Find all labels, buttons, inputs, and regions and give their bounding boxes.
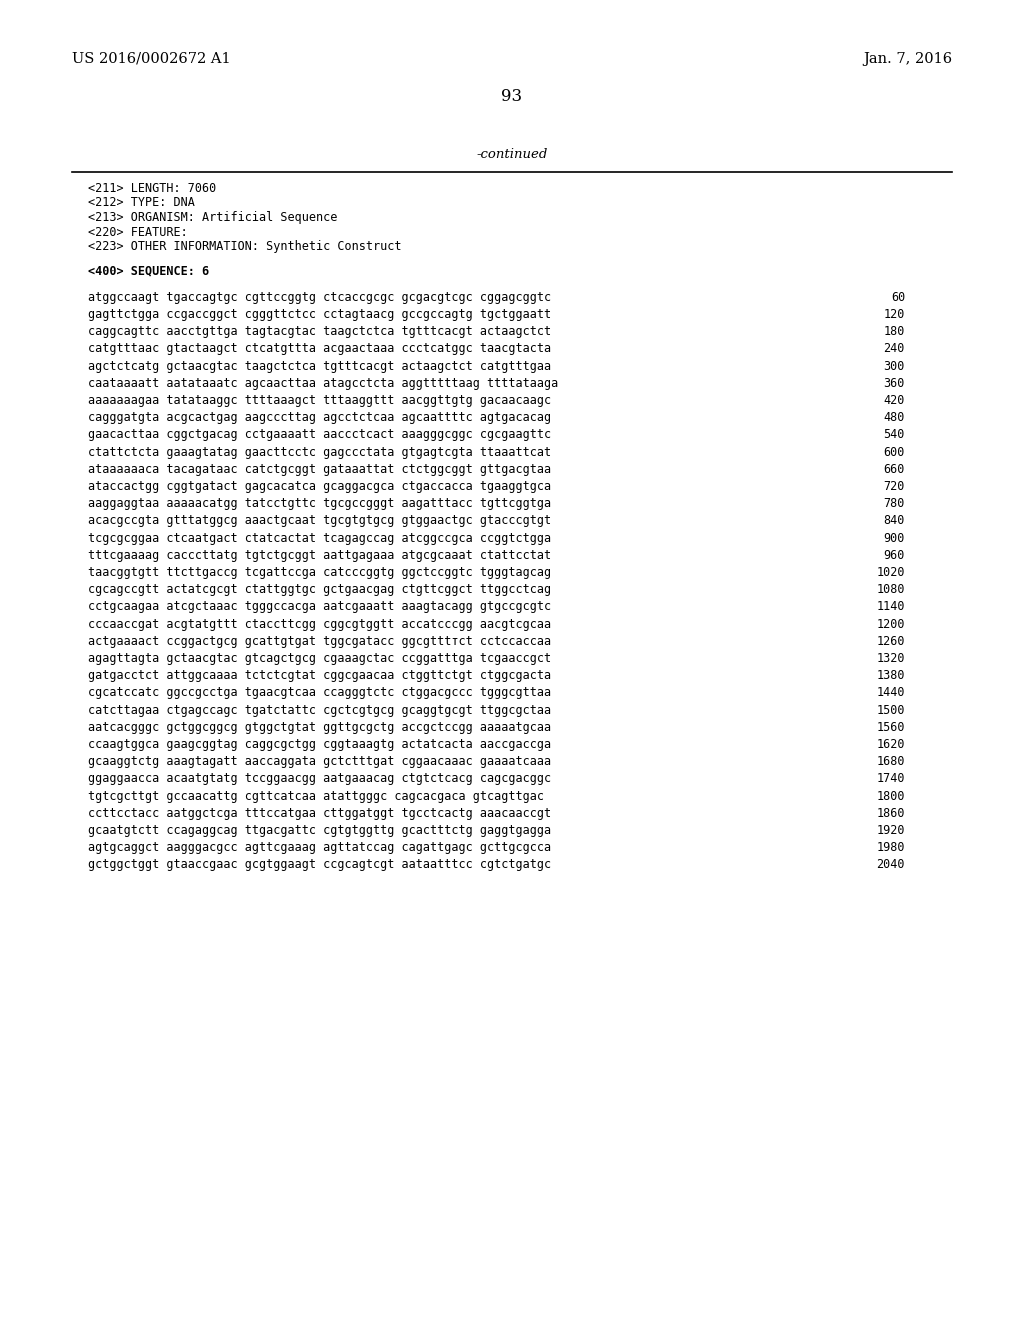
Text: US 2016/0002672 A1: US 2016/0002672 A1	[72, 51, 230, 66]
Text: 720: 720	[884, 480, 905, 492]
Text: atggccaagt tgaccagtgc cgttccggtg ctcaccgcgc gcgacgtcgc cggagcggtc: atggccaagt tgaccagtgc cgttccggtg ctcaccg…	[88, 290, 551, 304]
Text: 360: 360	[884, 376, 905, 389]
Text: 660: 660	[884, 463, 905, 475]
Text: 1920: 1920	[877, 824, 905, 837]
Text: gcaatgtctt ccagaggcag ttgacgattc cgtgtggttg gcactttctg gaggtgagga: gcaatgtctt ccagaggcag ttgacgattc cgtgtgg…	[88, 824, 551, 837]
Text: agctctcatg gctaacgtac taagctctca tgtttcacgt actaagctct catgtttgaa: agctctcatg gctaacgtac taagctctca tgtttca…	[88, 359, 551, 372]
Text: cccaaccgat acgtatgttt ctaccttcgg cggcgtggtt accatcccgg aacgtcgcaa: cccaaccgat acgtatgttt ctaccttcgg cggcgtg…	[88, 618, 551, 631]
Text: 420: 420	[884, 393, 905, 407]
Text: 2040: 2040	[877, 858, 905, 871]
Text: caggcagttc aacctgttga tagtacgtac taagctctca tgtttcacgt actaagctct: caggcagttc aacctgttga tagtacgtac taagctc…	[88, 325, 551, 338]
Text: gctggctggt gtaaccgaac gcgtggaagt ccgcagtcgt aataatttcc cgtctgatgc: gctggctggt gtaaccgaac gcgtggaagt ccgcagt…	[88, 858, 551, 871]
Text: 1140: 1140	[877, 601, 905, 614]
Text: ggaggaacca acaatgtatg tccggaacgg aatgaaacag ctgtctcacg cagcgacggc: ggaggaacca acaatgtatg tccggaacgg aatgaaa…	[88, 772, 551, 785]
Text: 93: 93	[502, 88, 522, 106]
Text: ataccactgg cggtgatact gagcacatca gcaggacgca ctgaccacca tgaaggtgca: ataccactgg cggtgatact gagcacatca gcaggac…	[88, 480, 551, 492]
Text: <220> FEATURE:: <220> FEATURE:	[88, 226, 187, 239]
Text: ccaagtggca gaagcggtag caggcgctgg cggtaaagtg actatcacta aaccgaccga: ccaagtggca gaagcggtag caggcgctgg cggtaaa…	[88, 738, 551, 751]
Text: 1860: 1860	[877, 807, 905, 820]
Text: <211> LENGTH: 7060: <211> LENGTH: 7060	[88, 182, 216, 195]
Text: 1740: 1740	[877, 772, 905, 785]
Text: ccttcctacc aatggctcga tttccatgaa cttggatggt tgcctcactg aaacaaccgt: ccttcctacc aatggctcga tttccatgaa cttggat…	[88, 807, 551, 820]
Text: ctattctcta gaaagtatag gaacttcctc gagccctatа gtgagtcgta ttaaattcat: ctattctcta gaaagtatag gaacttcctc gagccct…	[88, 446, 551, 458]
Text: <223> OTHER INFORMATION: Synthetic Construct: <223> OTHER INFORMATION: Synthetic Const…	[88, 240, 401, 253]
Text: gcaaggtctg aaagtagatt aaccaggata gctctttgat cggaacaaac gaaaatcaaa: gcaaggtctg aaagtagatt aaccaggata gctcttt…	[88, 755, 551, 768]
Text: 900: 900	[884, 532, 905, 545]
Text: 1440: 1440	[877, 686, 905, 700]
Text: agtgcaggct aagggacgcc agttcgaaag agttatccag cagattgagc gcttgcgcca: agtgcaggct aagggacgcc agttcgaaag agttatc…	[88, 841, 551, 854]
Text: tcgcgcggaa ctcaatgact ctatcactat tcagagccag atcggccgca ccggtctgga: tcgcgcggaa ctcaatgact ctatcactat tcagagc…	[88, 532, 551, 545]
Text: 1560: 1560	[877, 721, 905, 734]
Text: cgcatccatc ggccgcctga tgaacgtcaa ccagggtctc ctggacgccc tgggcgttaa: cgcatccatc ggccgcctga tgaacgtcaa ccagggt…	[88, 686, 551, 700]
Text: 1980: 1980	[877, 841, 905, 854]
Text: gatgacctct attggcaaaa tctctcgtat cggcgaacaa ctggttctgt ctggcgacta: gatgacctct attggcaaaa tctctcgtat cggcgaa…	[88, 669, 551, 682]
Text: cgcagccgtt actatcgcgt ctattggtgc gctgaacgag ctgttcggct ttggcctcag: cgcagccgtt actatcgcgt ctattggtgc gctgaac…	[88, 583, 551, 597]
Text: aatcacgggc gctggcggcg gtggctgtat ggttgcgctg accgctccgg aaaaatgcaa: aatcacgggc gctggcggcg gtggctgtat ggttgcg…	[88, 721, 551, 734]
Text: cctgcaagaa atcgctaaac tgggccacga aatcgaaatt aaagtacagg gtgccgcgtc: cctgcaagaa atcgctaaac tgggccacga aatcgaa…	[88, 601, 551, 614]
Text: catgtttaac gtactaagct ctcatgttta acgaactaaa ccctcatggc taacgtacta: catgtttaac gtactaagct ctcatgttta acgaact…	[88, 342, 551, 355]
Text: 1200: 1200	[877, 618, 905, 631]
Text: gagttctgga ccgaccggct cgggttctcc cctagtaacg gccgccagtg tgctggaatt: gagttctgga ccgaccggct cgggttctcc cctagta…	[88, 308, 551, 321]
Text: 600: 600	[884, 446, 905, 458]
Text: <213> ORGANISM: Artificial Sequence: <213> ORGANISM: Artificial Sequence	[88, 211, 337, 224]
Text: 240: 240	[884, 342, 905, 355]
Text: caataaaatt aatataaatc agcaacttaa atagcctcta aggtttttaag ttttataaga: caataaaatt aatataaatc agcaacttaa atagcct…	[88, 376, 558, 389]
Text: acacgccgta gtttatggcg aaactgcaat tgcgtgtgcg gtggaactgc gtacccgtgt: acacgccgta gtttatggcg aaactgcaat tgcgtgt…	[88, 515, 551, 528]
Text: 1680: 1680	[877, 755, 905, 768]
Text: 840: 840	[884, 515, 905, 528]
Text: taacggtgtt ttcttgaccg tcgattccga catcccggtg ggctccggtc tgggtagcag: taacggtgtt ttcttgaccg tcgattccga catcccg…	[88, 566, 551, 579]
Text: 480: 480	[884, 411, 905, 424]
Text: cagggatgta acgcactgag aagcccttag agcctctcaa agcaattttc agtgacacag: cagggatgta acgcactgag aagcccttag agcctct…	[88, 411, 551, 424]
Text: 780: 780	[884, 498, 905, 510]
Text: 1500: 1500	[877, 704, 905, 717]
Text: <212> TYPE: DNA: <212> TYPE: DNA	[88, 197, 195, 210]
Text: 120: 120	[884, 308, 905, 321]
Text: aaggaggtaa aaaaacatgg tatcctgttc tgcgccgggt aagatttacc tgttcggtga: aaggaggtaa aaaaacatgg tatcctgttc tgcgccg…	[88, 498, 551, 510]
Text: ataaaaaaca tacagataac catctgcggt gataaattat ctctggcggt gttgacgtaa: ataaaaaaca tacagataac catctgcggt gataaat…	[88, 463, 551, 475]
Text: 1020: 1020	[877, 566, 905, 579]
Text: gaacacttaa cggctgacag cctgaaaatt aaccctcact aaagggcggc cgcgaagttc: gaacacttaa cggctgacag cctgaaaatt aaccctc…	[88, 429, 551, 441]
Text: 540: 540	[884, 429, 905, 441]
Text: tttcgaaaag cacccttatg tgtctgcggt aattgagaaa atgcgcaaat ctattcctat: tttcgaaaag cacccttatg tgtctgcggt aattgag…	[88, 549, 551, 562]
Text: 60: 60	[891, 290, 905, 304]
Text: 180: 180	[884, 325, 905, 338]
Text: 1260: 1260	[877, 635, 905, 648]
Text: tgtcgcttgt gccaacattg cgttcatcaa atattgggc cagcacgaca gtcagttgac: tgtcgcttgt gccaacattg cgttcatcaa atattgg…	[88, 789, 544, 803]
Text: catcttagaa ctgagccagc tgatctattc cgctcgtgcg gcaggtgcgt ttggcgctaa: catcttagaa ctgagccagc tgatctattc cgctcgt…	[88, 704, 551, 717]
Text: Jan. 7, 2016: Jan. 7, 2016	[863, 51, 952, 66]
Text: 1800: 1800	[877, 789, 905, 803]
Text: agagttagta gctaacgtac gtcagctgcg cgaaagctac ccggatttga tcgaaccgct: agagttagta gctaacgtac gtcagctgcg cgaaagc…	[88, 652, 551, 665]
Text: 1620: 1620	[877, 738, 905, 751]
Text: 1380: 1380	[877, 669, 905, 682]
Text: actgaaaact ccggactgcg gcattgtgat tggcgatacc ggcgtttтct cctccaccaa: actgaaaact ccggactgcg gcattgtgat tggcgat…	[88, 635, 551, 648]
Text: 1320: 1320	[877, 652, 905, 665]
Text: 960: 960	[884, 549, 905, 562]
Text: aaaaaaagaa tatataaggc ttttaaagct tttaaggttt aacggttgtg gacaacaagc: aaaaaaagaa tatataaggc ttttaaagct tttaagg…	[88, 393, 551, 407]
Text: 1080: 1080	[877, 583, 905, 597]
Text: 300: 300	[884, 359, 905, 372]
Text: -continued: -continued	[476, 148, 548, 161]
Text: <400> SEQUENCE: 6: <400> SEQUENCE: 6	[88, 264, 209, 277]
